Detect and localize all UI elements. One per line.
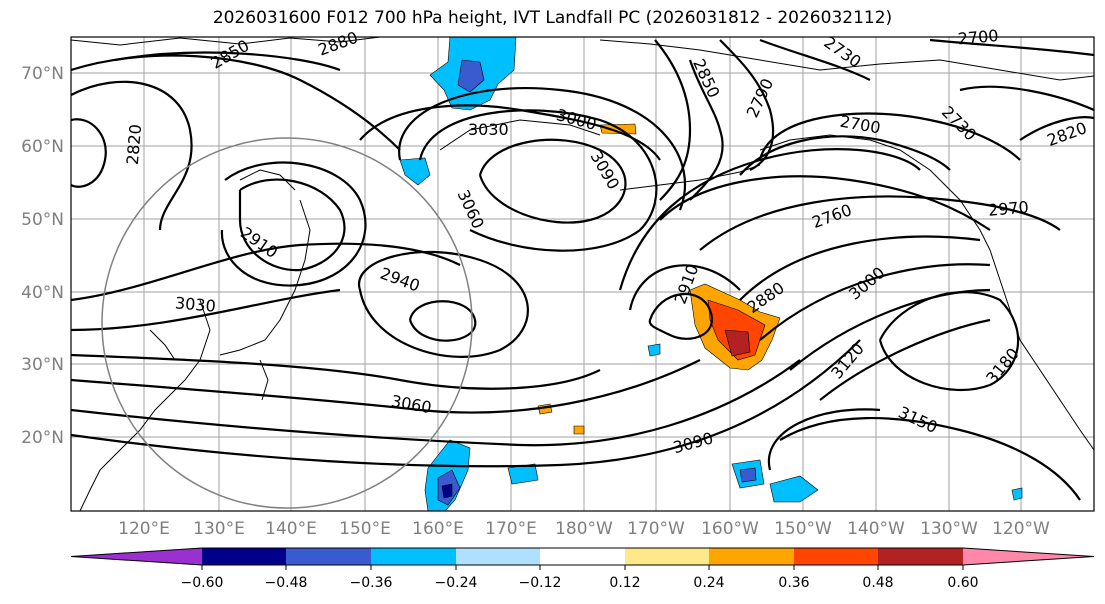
ivt-positive-small-2 [573,425,585,435]
colorbar: −0.60 −0.48 −0.36 −0.24 −0.12 0.12 0.24 … [70,547,1095,591]
lon-label: 170°W [627,519,685,539]
contour-label: 2970 [987,197,1029,219]
lon-label: 120°E [118,519,170,539]
colorbar-segment [371,548,456,565]
colorbar-tick-label: −0.48 [265,575,308,591]
colorbar-segment [71,548,202,565]
lon-label: 150°E [339,519,391,539]
ivt-negative-tropical-e2 [769,475,819,503]
colorbar-segment [878,548,963,565]
colorbar-tick-label: 0.24 [693,575,724,591]
colorbar-segment [794,548,878,565]
landfall-range-circle [101,137,473,509]
colorbar-segment [540,548,625,565]
lat-label: 70°N [21,64,64,84]
colorbar-tick-label: −0.60 [181,575,224,591]
ivt-negative-tropical-e1-core [739,467,757,483]
colorbar-tick-label: 0.12 [609,575,640,591]
colorbar-segment [709,548,794,565]
ivt-negative-tropical-e3 [1011,487,1023,501]
lon-label: 130°W [920,519,978,539]
height-contours [71,38,1094,501]
lon-label: 150°W [774,519,832,539]
latitude-labels: 70°N 60°N 50°N 40°N 30°N 20°N [21,64,64,448]
longitude-labels: 120°E 130°E 140°E 150°E 160°E 170°E 180°… [118,519,1050,539]
lon-label: 120°W [992,519,1050,539]
colorbar-segment [202,548,286,565]
ivt-shading [399,37,1023,511]
lat-label: 50°N [21,210,64,230]
lon-label: 140°W [847,519,905,539]
lon-label: 130°E [193,519,245,539]
colorbar-ticks [201,565,964,570]
contour-label: 3030 [468,120,509,139]
contour-label: 2820 [123,123,145,165]
lat-label: 60°N [21,137,64,157]
colorbar-tick-label: 0.36 [778,575,809,591]
colorbar-segments [70,547,1095,566]
lat-label: 30°N [21,355,64,375]
lat-label: 40°N [21,283,64,303]
colorbar-tick-label: −0.12 [519,575,562,591]
lon-label: 180°W [555,519,613,539]
colorbar-segment [963,548,1094,565]
colorbar-segment [456,548,540,565]
ivt-positive-main-peak [724,329,751,357]
coastlines [71,37,1094,511]
ivt-negative-small-2 [647,343,661,357]
colorbar-segment [286,548,371,565]
map-panel [71,37,1094,511]
ivt-negative-arctic-core [457,59,485,93]
lon-label: 140°E [265,519,317,539]
map-title: 2026031600 F012 700 hPa height, IVT Land… [212,8,893,28]
lon-label: 160°W [701,519,759,539]
map-frame [70,36,1095,512]
colorbar-tick-label: −0.24 [435,575,478,591]
colorbar-segment [625,548,709,565]
ivt-negative-tropical-w-peak [441,483,453,499]
lon-label: 160°E [412,519,464,539]
contour-label: 3030 [174,293,216,315]
colorbar-tick-label: 0.60 [947,575,978,591]
lon-label: 170°E [485,519,537,539]
colorbar-tick-label: −0.36 [350,575,393,591]
colorbar-tick-label: 0.48 [862,575,893,591]
lat-label: 20°N [21,428,64,448]
